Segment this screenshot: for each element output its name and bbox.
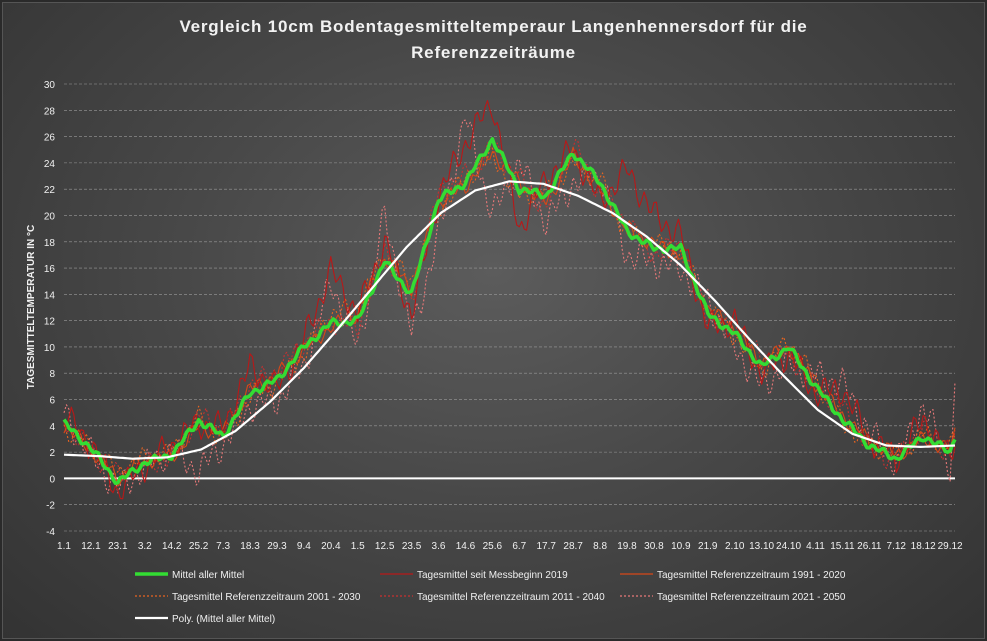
- legend-label: Mittel aller Mittel: [172, 570, 244, 581]
- y-tick-label: 22: [44, 185, 56, 196]
- x-tick-label: 1.1: [57, 541, 71, 552]
- series-lines: [62, 100, 957, 500]
- y-tick-label: 18: [44, 238, 56, 249]
- legend-label: Poly. (Mittel aller Mittel): [172, 614, 275, 625]
- x-tick-label: 30.8: [644, 541, 664, 552]
- x-tick-label: 1.5: [351, 541, 365, 552]
- y-tick-label: 30: [44, 80, 56, 91]
- x-tick-label: 25.2: [189, 541, 209, 552]
- chart-title-line-2: Referenzzeiträume: [411, 43, 576, 62]
- x-tick-label: 14.2: [162, 541, 182, 552]
- x-tick-label: 26.11: [857, 541, 882, 552]
- chart-title-line-1: Vergleich 10cm Bodentagesmitteltemperaur…: [179, 17, 808, 36]
- x-tick-label: 17.7: [536, 541, 556, 552]
- x-tick-label: 7.12: [887, 541, 907, 552]
- y-tick-label: 6: [49, 396, 55, 407]
- y-tick-label: 12: [44, 317, 56, 328]
- y-tick-label: 10: [44, 343, 56, 354]
- legend-label: Tagesmittel seit Messbeginn 2019: [417, 570, 568, 581]
- x-tick-label: 29.12: [938, 541, 963, 552]
- x-tick-label: 18.12: [911, 541, 936, 552]
- x-tick-label: 29.3: [267, 541, 287, 552]
- x-tick-label: 13.10: [749, 541, 774, 552]
- y-tick-label: 24: [44, 159, 56, 170]
- legend: Mittel aller Mittel Tagesmittel seit Mess…: [135, 570, 846, 625]
- y-tick-label: 8: [49, 369, 55, 380]
- y-axis-label: TAGESMITTELTEMPERATUR IN °C: [26, 225, 37, 390]
- x-tick-label: 7.3: [216, 541, 230, 552]
- gridlines: [64, 83, 955, 532]
- y-tick-label: 28: [44, 106, 56, 117]
- x-tick-label: 3.6: [432, 541, 446, 552]
- y-tick-label: 2: [49, 448, 55, 459]
- series-line-5: [63, 119, 956, 495]
- x-tick-label: 4.11: [806, 541, 825, 552]
- y-tick-label: -2: [46, 501, 55, 512]
- x-tick-label: 21.9: [698, 541, 718, 552]
- x-tick-label: 24.10: [776, 541, 801, 552]
- x-tick-label: 23.5: [402, 541, 422, 552]
- legend-label: Tagesmittel Referenzzeitraum 2011 - 2040: [417, 592, 605, 603]
- x-tick-label: 9.4: [297, 541, 311, 552]
- x-tick-label: 12.5: [375, 541, 395, 552]
- x-axis-ticks: 1.1 12.1 23.1 3.2 14.2 25.2 7.3 18.3 29.3 9.4 20.4…: [57, 541, 963, 552]
- x-tick-label: 12.1: [81, 541, 101, 552]
- series-line-4: [63, 139, 956, 482]
- x-tick-label: 18.3: [240, 541, 260, 552]
- y-tick-label: -4: [46, 527, 55, 538]
- series-line-0: [62, 137, 957, 486]
- y-tick-label: 14: [44, 290, 56, 301]
- x-tick-label: 10.9: [671, 541, 691, 552]
- x-tick-label: 8.8: [593, 541, 607, 552]
- x-tick-label: 15.11: [830, 541, 855, 552]
- x-tick-label: 14.6: [456, 541, 476, 552]
- series-line-2: [63, 146, 956, 487]
- series-line-6: [63, 180, 956, 460]
- x-tick-label: 28.7: [563, 541, 583, 552]
- chart-title: Vergleich 10cm Bodentagesmitteltemperaur…: [0, 14, 987, 66]
- legend-label: Tagesmittel Referenzzeitraum 2001 - 2030: [172, 592, 361, 603]
- y-tick-label: 26: [44, 133, 56, 144]
- y-tick-label: 0: [49, 474, 55, 485]
- y-tick-label: 4: [49, 422, 55, 433]
- y-tick-label: 16: [44, 264, 56, 275]
- y-tick-label: 20: [44, 211, 56, 222]
- legend-label: Tagesmittel Referenzzeitraum 1991 - 2020: [657, 570, 846, 581]
- x-tick-label: 2.10: [725, 541, 745, 552]
- x-tick-label: 3.2: [138, 541, 152, 552]
- x-tick-label: 25.6: [483, 541, 503, 552]
- x-tick-label: 23.1: [108, 541, 128, 552]
- legend-label: Tagesmittel Referenzzeitraum 2021 - 2050: [657, 592, 846, 603]
- x-tick-label: 20.4: [321, 541, 341, 552]
- series-line-3: [63, 147, 956, 481]
- x-tick-label: 19.8: [617, 541, 637, 552]
- x-tick-label: 6.7: [512, 541, 526, 552]
- series-line-1: [63, 100, 956, 500]
